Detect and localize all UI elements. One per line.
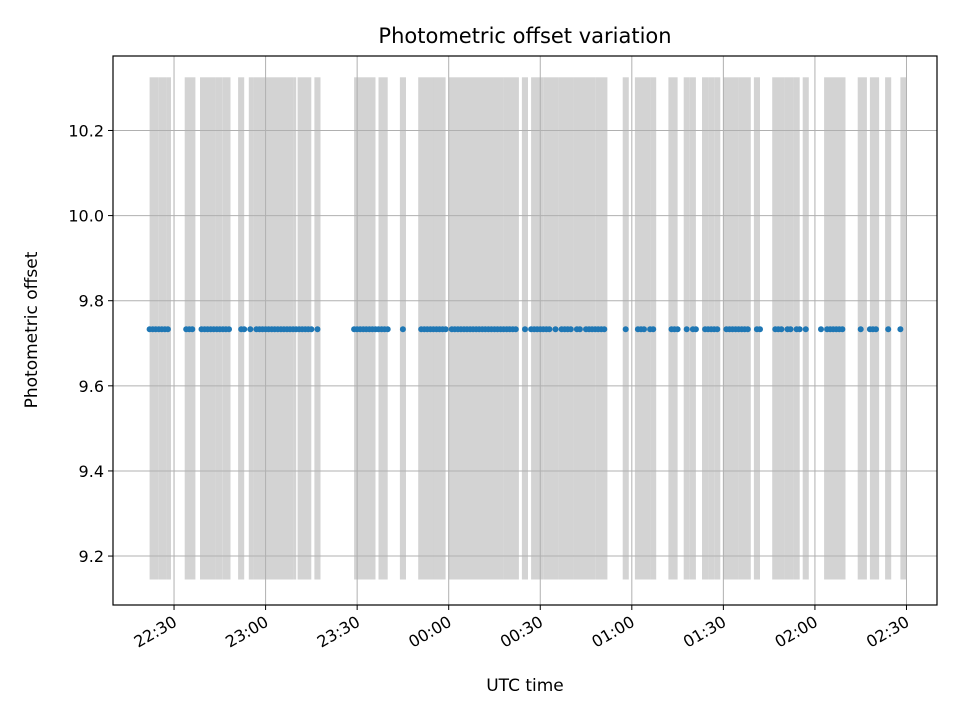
y-tick-label: 9.8: [79, 292, 104, 311]
y-tick-label: 9.2: [79, 547, 104, 566]
data-point: [818, 326, 824, 333]
data-point: [189, 326, 196, 333]
data-point: [442, 326, 449, 333]
data-point: [897, 326, 904, 333]
data-point: [601, 326, 608, 333]
data-point: [241, 326, 248, 333]
data-point: [857, 326, 864, 333]
data-point: [622, 326, 629, 333]
data-point: [522, 326, 528, 333]
y-tick-label: 10.0: [68, 207, 104, 226]
data-point: [885, 326, 892, 333]
chart-title: Photometric offset variation: [378, 24, 671, 48]
y-axis-label: Photometric offset: [22, 251, 42, 408]
data-point: [576, 326, 583, 333]
data-point: [787, 326, 794, 333]
data-point: [802, 326, 809, 333]
data-point: [757, 326, 763, 333]
y-tick-label: 10.2: [68, 121, 104, 140]
data-point: [226, 326, 232, 333]
data-point: [512, 326, 519, 333]
data-point: [778, 326, 785, 333]
data-point: [546, 326, 553, 333]
data-point: [384, 326, 391, 333]
y-tick-label: 9.6: [79, 377, 104, 396]
data-point: [308, 326, 315, 333]
data-point: [744, 326, 751, 333]
data-point: [641, 326, 647, 333]
y-axis: 9.2 9.4 9.6 9.8 10.0 10.2: [68, 121, 113, 566]
x-axis-label: UTC time: [486, 676, 564, 696]
data-point: [314, 326, 321, 333]
data-point: [674, 326, 681, 333]
data-point: [796, 326, 803, 333]
y-tick-label: 9.4: [79, 462, 104, 481]
data-point: [399, 326, 406, 333]
data-point: [567, 326, 574, 333]
data-point: [839, 326, 846, 333]
data-point: [692, 326, 699, 333]
plot-frame: [112, 55, 938, 606]
data-point: [164, 326, 171, 333]
data-point: [873, 326, 879, 333]
data-point: [683, 326, 690, 333]
shaded-band: [900, 77, 907, 580]
data-point: [247, 326, 254, 333]
data-point: [650, 326, 657, 333]
data-point: [714, 326, 721, 333]
data-point: [552, 326, 559, 333]
data-points: [146, 326, 904, 333]
